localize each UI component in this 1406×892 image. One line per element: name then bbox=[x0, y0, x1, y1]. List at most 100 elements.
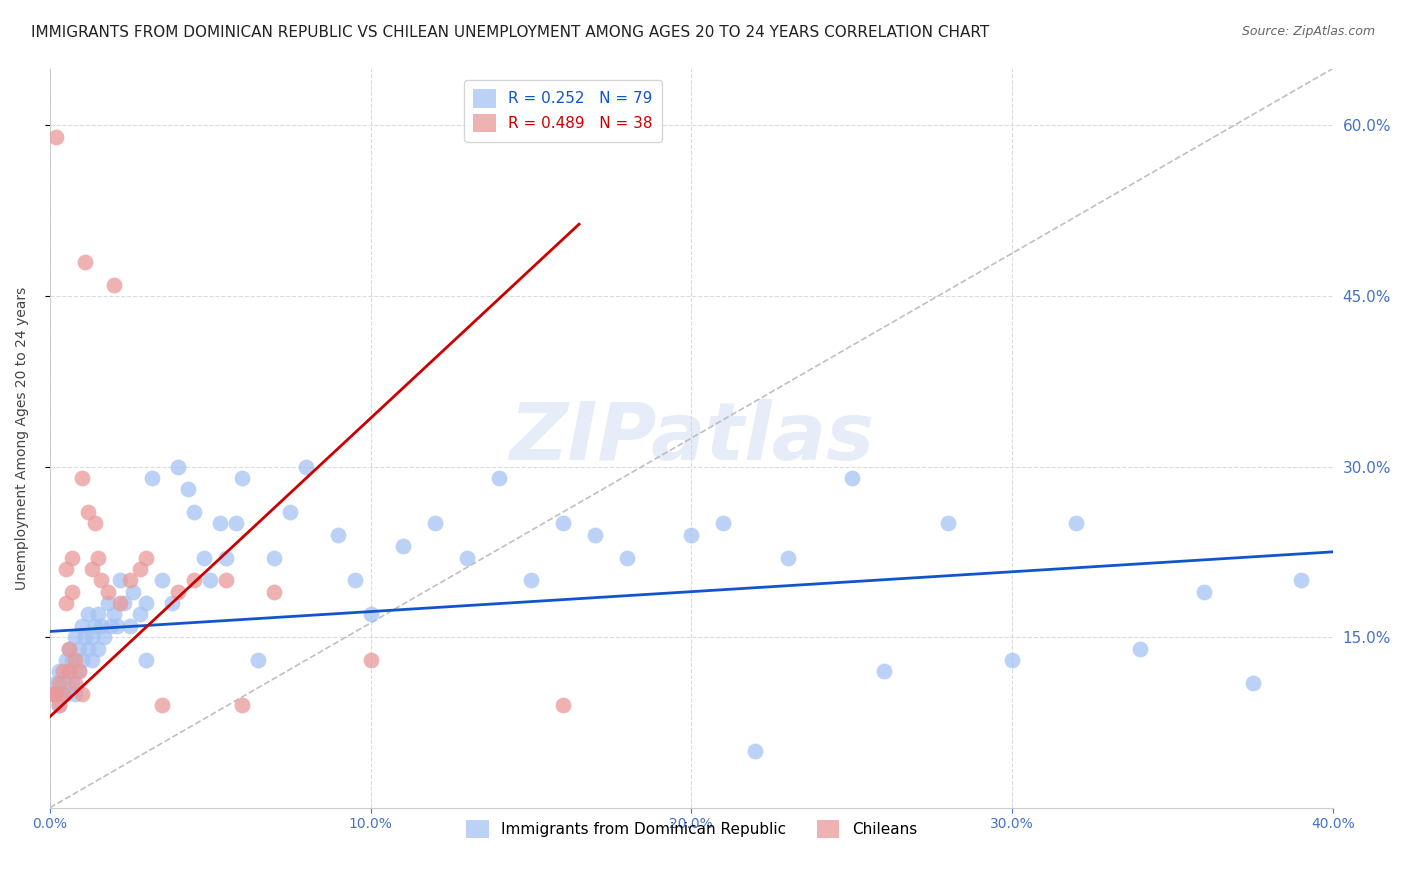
Point bbox=[122, 584, 145, 599]
Point bbox=[167, 459, 190, 474]
Y-axis label: Unemployment Among Ages 20 to 24 years: Unemployment Among Ages 20 to 24 years bbox=[15, 286, 30, 590]
Point bbox=[42, 687, 65, 701]
Point bbox=[167, 584, 190, 599]
Point bbox=[80, 562, 103, 576]
Point bbox=[55, 562, 77, 576]
Point bbox=[150, 698, 173, 713]
Point bbox=[423, 516, 446, 531]
Point bbox=[263, 584, 285, 599]
Point bbox=[360, 607, 382, 622]
Point bbox=[80, 653, 103, 667]
Point bbox=[583, 528, 606, 542]
Point bbox=[52, 687, 75, 701]
Point bbox=[551, 516, 574, 531]
Point bbox=[65, 630, 87, 644]
Point bbox=[83, 516, 105, 531]
Point bbox=[70, 471, 93, 485]
Point bbox=[77, 505, 100, 519]
Point bbox=[118, 619, 141, 633]
Point bbox=[776, 550, 799, 565]
Point bbox=[360, 653, 382, 667]
Point bbox=[45, 675, 67, 690]
Point bbox=[55, 687, 77, 701]
Point bbox=[52, 687, 75, 701]
Point bbox=[45, 129, 67, 144]
Text: IMMIGRANTS FROM DOMINICAN REPUBLIC VS CHILEAN UNEMPLOYMENT AMONG AGES 20 TO 24 Y: IMMIGRANTS FROM DOMINICAN REPUBLIC VS CH… bbox=[31, 25, 990, 40]
Point bbox=[70, 619, 93, 633]
Point bbox=[1064, 516, 1087, 531]
Point bbox=[110, 574, 132, 588]
Point bbox=[616, 550, 638, 565]
Point bbox=[70, 687, 93, 701]
Point bbox=[231, 698, 253, 713]
Point bbox=[1241, 675, 1264, 690]
Point bbox=[100, 619, 122, 633]
Point bbox=[391, 539, 413, 553]
Point bbox=[118, 574, 141, 588]
Point bbox=[103, 277, 125, 292]
Point bbox=[58, 665, 80, 679]
Point bbox=[128, 562, 150, 576]
Point bbox=[1194, 584, 1216, 599]
Point bbox=[263, 550, 285, 565]
Point bbox=[135, 596, 157, 610]
Point bbox=[873, 665, 896, 679]
Point bbox=[215, 574, 238, 588]
Point bbox=[70, 653, 93, 667]
Point bbox=[231, 471, 253, 485]
Point bbox=[183, 505, 205, 519]
Point bbox=[58, 641, 80, 656]
Point bbox=[75, 630, 97, 644]
Text: Source: ZipAtlas.com: Source: ZipAtlas.com bbox=[1241, 25, 1375, 38]
Point bbox=[280, 505, 302, 519]
Point bbox=[135, 550, 157, 565]
Point bbox=[551, 698, 574, 713]
Point bbox=[150, 574, 173, 588]
Point bbox=[208, 516, 231, 531]
Point bbox=[60, 550, 83, 565]
Point bbox=[936, 516, 959, 531]
Point bbox=[456, 550, 478, 565]
Point bbox=[45, 687, 67, 701]
Point bbox=[58, 641, 80, 656]
Point bbox=[93, 630, 115, 644]
Point bbox=[1289, 574, 1312, 588]
Point bbox=[177, 483, 200, 497]
Point bbox=[488, 471, 510, 485]
Point bbox=[97, 596, 120, 610]
Point bbox=[295, 459, 318, 474]
Point bbox=[97, 584, 120, 599]
Point bbox=[711, 516, 734, 531]
Point bbox=[55, 653, 77, 667]
Point bbox=[90, 574, 112, 588]
Point bbox=[343, 574, 366, 588]
Point bbox=[247, 653, 270, 667]
Point bbox=[52, 665, 75, 679]
Point bbox=[60, 675, 83, 690]
Point bbox=[90, 619, 112, 633]
Point bbox=[77, 607, 100, 622]
Point bbox=[75, 255, 97, 269]
Point bbox=[183, 574, 205, 588]
Point bbox=[67, 665, 90, 679]
Point bbox=[83, 619, 105, 633]
Point bbox=[55, 596, 77, 610]
Point bbox=[103, 607, 125, 622]
Point bbox=[160, 596, 183, 610]
Point bbox=[80, 630, 103, 644]
Point bbox=[52, 675, 75, 690]
Point bbox=[48, 698, 70, 713]
Point bbox=[215, 550, 238, 565]
Point bbox=[42, 687, 65, 701]
Point bbox=[193, 550, 215, 565]
Point bbox=[225, 516, 247, 531]
Point bbox=[67, 665, 90, 679]
Point bbox=[60, 653, 83, 667]
Point bbox=[48, 665, 70, 679]
Point bbox=[65, 687, 87, 701]
Point bbox=[48, 675, 70, 690]
Point bbox=[141, 471, 163, 485]
Point bbox=[87, 607, 110, 622]
Point bbox=[128, 607, 150, 622]
Point bbox=[65, 653, 87, 667]
